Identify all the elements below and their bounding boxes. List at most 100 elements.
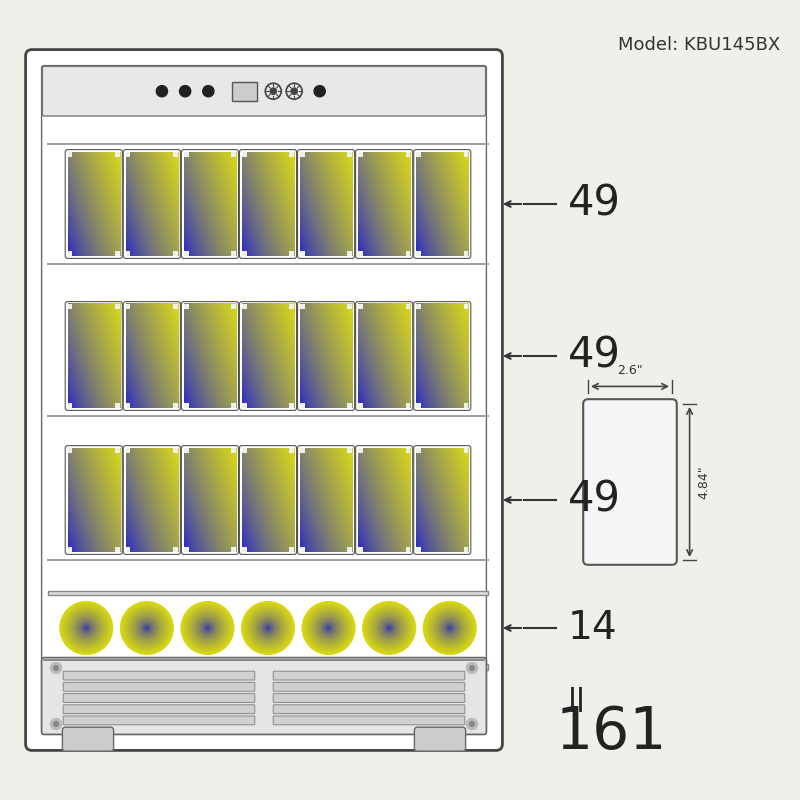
Bar [231,251,236,256]
Circle shape [67,609,106,647]
Circle shape [202,622,213,634]
Circle shape [387,626,391,630]
Bar [416,547,421,552]
Circle shape [260,620,276,636]
Circle shape [132,613,162,643]
Circle shape [445,622,455,634]
Circle shape [376,615,402,641]
Bar [126,403,130,408]
Circle shape [242,602,294,654]
Circle shape [78,620,94,636]
Circle shape [139,620,154,636]
FancyBboxPatch shape [26,50,502,750]
Circle shape [313,612,344,644]
Bar [126,304,130,309]
Circle shape [203,624,212,632]
Text: 2.6": 2.6" [617,364,643,377]
Circle shape [386,625,393,631]
Circle shape [378,618,400,638]
Circle shape [82,624,90,632]
Circle shape [72,614,100,642]
Bar [115,403,120,408]
Bar [242,251,246,256]
Circle shape [68,610,105,646]
Circle shape [131,612,162,644]
Bar [184,448,189,453]
Circle shape [136,618,158,638]
Bar [290,403,294,408]
FancyBboxPatch shape [63,671,254,680]
Bar [48,590,488,595]
Bar [290,547,294,552]
FancyBboxPatch shape [42,658,486,734]
Bar [300,251,305,256]
Text: 161: 161 [556,703,667,761]
Circle shape [121,602,174,654]
FancyBboxPatch shape [273,705,465,714]
Circle shape [433,611,466,645]
Circle shape [306,606,350,650]
Circle shape [250,610,286,646]
Text: 14: 14 [568,609,618,647]
Circle shape [323,622,334,634]
Circle shape [446,624,454,632]
Bar [406,251,410,256]
Bar [115,304,120,309]
Bar [290,251,294,256]
Circle shape [255,615,281,641]
Circle shape [317,617,340,639]
Circle shape [380,619,398,637]
Circle shape [144,626,150,630]
Circle shape [195,616,220,640]
FancyBboxPatch shape [42,66,486,734]
Circle shape [193,613,222,643]
Circle shape [470,722,474,726]
Circle shape [80,622,93,634]
Circle shape [374,613,404,643]
Circle shape [262,622,274,634]
FancyBboxPatch shape [273,716,465,725]
Circle shape [182,602,233,654]
Circle shape [190,610,225,646]
Circle shape [70,612,102,644]
Bar [358,547,363,552]
Circle shape [250,610,286,646]
FancyBboxPatch shape [414,727,466,751]
FancyBboxPatch shape [63,705,254,714]
Circle shape [310,609,348,647]
Circle shape [61,602,112,654]
Circle shape [156,86,167,97]
Circle shape [69,610,104,646]
Bar [300,152,305,157]
Bar [184,304,189,309]
Circle shape [441,619,458,637]
Circle shape [434,613,465,643]
Circle shape [66,608,106,648]
Circle shape [248,608,288,648]
FancyBboxPatch shape [273,682,465,691]
Bar [173,304,178,309]
Circle shape [256,616,280,640]
Circle shape [319,618,338,638]
Circle shape [366,604,413,652]
Circle shape [62,604,110,652]
Circle shape [377,616,402,640]
Circle shape [431,610,468,646]
Bar [347,152,352,157]
Circle shape [253,613,283,643]
Circle shape [440,618,459,638]
Bar [173,448,178,453]
Circle shape [322,622,334,634]
Bar [347,251,352,256]
Bar [231,82,257,101]
Bar [126,152,130,157]
Circle shape [443,622,456,634]
Circle shape [306,605,351,651]
Circle shape [270,88,277,94]
Circle shape [247,607,289,649]
Circle shape [249,609,287,647]
Circle shape [125,606,169,650]
Circle shape [181,602,234,654]
Bar [463,448,468,453]
Circle shape [73,615,99,641]
